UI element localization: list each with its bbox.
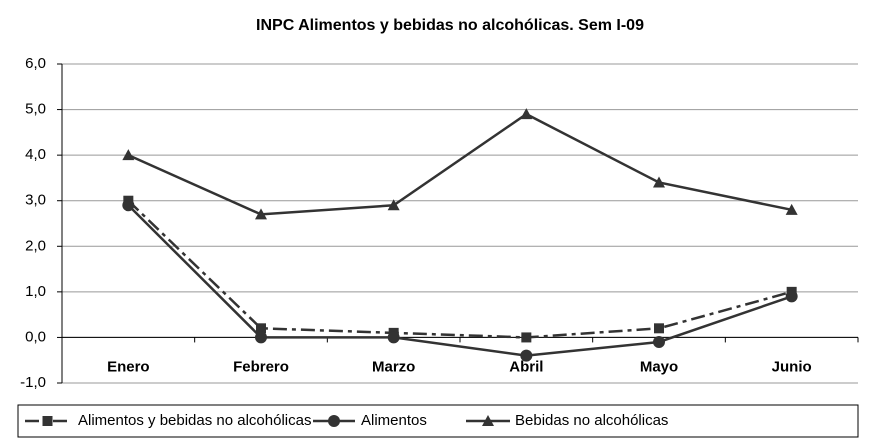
series-line (127, 199, 792, 339)
x-tick-label: Abril (509, 358, 543, 375)
legend-box (17, 404, 859, 438)
x-tick-label: Mayo (640, 358, 678, 375)
marker (387, 199, 400, 211)
series-line (127, 112, 792, 216)
y-tick-label: -1,0 (20, 374, 46, 391)
marker (42, 416, 53, 426)
chart-title: INPC Alimentos y bebidas no alcohólicas.… (256, 17, 644, 34)
marker (654, 323, 664, 334)
y-tick-label: 0,0 (25, 328, 46, 345)
marker (122, 199, 135, 212)
x-tick-label: Enero (107, 358, 150, 375)
legend-label: Alimentos y bebidas no alcohólicas (78, 412, 311, 429)
x-tick-label: Junio (772, 358, 812, 375)
x-tick-label: Marzo (372, 358, 415, 375)
series-line (127, 204, 793, 357)
marker (785, 290, 798, 303)
y-tick-label: 6,0 (25, 55, 46, 72)
y-tick-label: 1,0 (25, 283, 46, 300)
legend-label: Alimentos (361, 412, 427, 429)
marker (653, 176, 665, 188)
marker (328, 415, 340, 427)
y-tick-label: 3,0 (25, 192, 46, 209)
marker (520, 349, 533, 362)
marker (520, 108, 533, 120)
y-tick-label: 5,0 (25, 101, 46, 118)
marker (255, 331, 267, 344)
marker (255, 208, 267, 220)
marker (256, 323, 266, 334)
marker (785, 203, 798, 215)
legend-label: Bebidas no alcohólicas (515, 412, 668, 429)
marker (521, 332, 532, 343)
marker (122, 149, 135, 161)
marker (653, 335, 665, 348)
x-tick-label: Febrero (233, 358, 289, 375)
marker (387, 331, 400, 344)
y-tick-label: 2,0 (25, 237, 46, 254)
y-tick-label: 4,0 (25, 146, 46, 163)
marker (482, 415, 494, 426)
